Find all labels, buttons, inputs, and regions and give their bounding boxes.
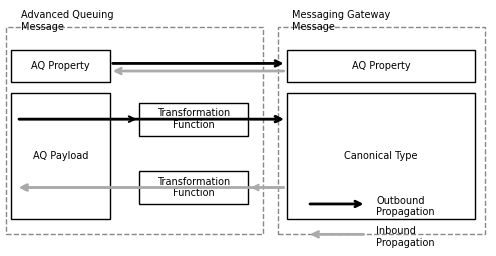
Text: Transformation
Function: Transformation Function (157, 108, 230, 130)
Bar (11, 93, 110, 219)
Bar (11, 49, 110, 82)
Bar (6, 27, 263, 234)
Bar (139, 103, 248, 136)
Bar (288, 93, 475, 219)
Text: Outbound
Propagation: Outbound Propagation (376, 196, 435, 217)
Text: Canonical Type: Canonical Type (344, 151, 418, 161)
Text: Inbound
Propagation: Inbound Propagation (376, 226, 435, 248)
Text: Advanced Queuing
Message: Advanced Queuing Message (21, 10, 114, 32)
Bar (139, 171, 248, 204)
Text: Transformation
Function: Transformation Function (157, 177, 230, 198)
Text: AQ Property: AQ Property (31, 61, 90, 71)
Text: Messaging Gateway
Message: Messaging Gateway Message (292, 10, 391, 32)
Text: AQ Property: AQ Property (352, 61, 411, 71)
Bar (278, 27, 485, 234)
Text: AQ Payload: AQ Payload (33, 151, 88, 161)
Bar (288, 49, 475, 82)
